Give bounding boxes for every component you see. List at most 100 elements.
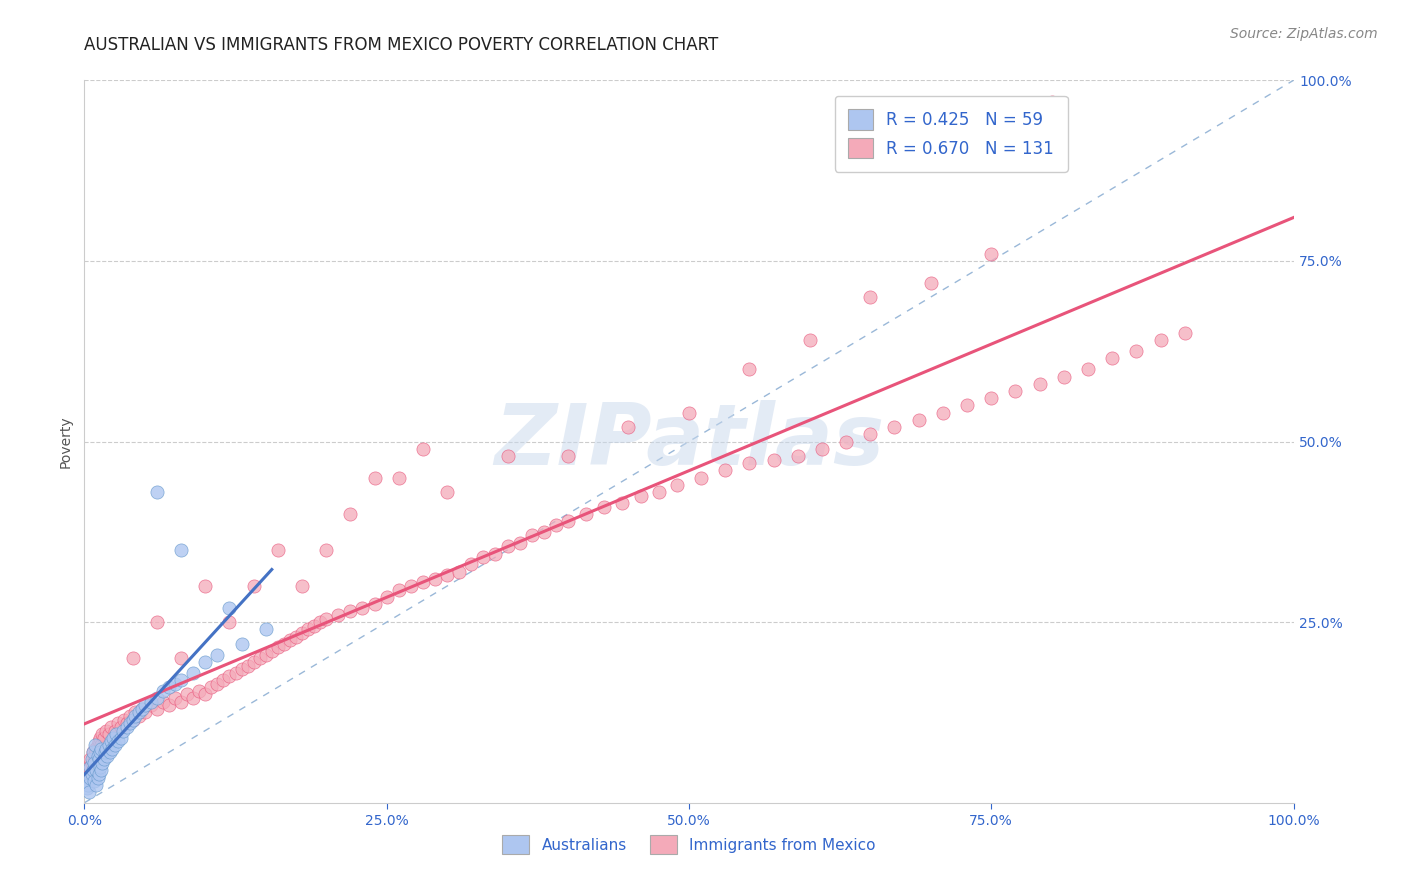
Point xyxy=(799,334,821,348)
Point xyxy=(80,752,103,766)
Point xyxy=(231,662,253,676)
Point xyxy=(218,600,240,615)
Point xyxy=(157,680,180,694)
Point xyxy=(1004,384,1026,398)
Point xyxy=(91,756,114,770)
Point xyxy=(1149,334,1171,348)
Point xyxy=(121,651,143,665)
Point xyxy=(77,760,100,774)
Point xyxy=(115,716,138,731)
Point xyxy=(76,771,98,785)
Point xyxy=(93,731,115,745)
Point xyxy=(84,738,107,752)
Point xyxy=(509,535,531,549)
Point xyxy=(496,449,519,463)
Point xyxy=(100,720,122,734)
Point xyxy=(80,767,103,781)
Point xyxy=(115,720,138,734)
Point xyxy=(1053,369,1076,384)
Point xyxy=(472,550,495,565)
Point xyxy=(339,507,361,521)
Point xyxy=(87,767,110,781)
Point xyxy=(249,651,271,665)
Point xyxy=(218,669,240,683)
Point xyxy=(84,741,107,756)
Point xyxy=(412,442,434,456)
Point xyxy=(83,774,105,789)
Point xyxy=(284,630,308,644)
Point xyxy=(96,748,118,763)
Point xyxy=(291,626,314,640)
Point xyxy=(218,615,240,630)
Point xyxy=(225,665,247,680)
Point xyxy=(352,600,374,615)
Point xyxy=(97,738,120,752)
Point xyxy=(75,774,97,789)
Point xyxy=(146,485,169,500)
Point xyxy=(104,727,127,741)
Point xyxy=(738,362,761,376)
Point xyxy=(520,528,543,542)
Point xyxy=(152,683,174,698)
Point xyxy=(100,734,122,748)
Point xyxy=(811,442,834,456)
Point xyxy=(90,741,112,756)
Point xyxy=(859,290,882,304)
Point xyxy=(200,680,222,694)
Point xyxy=(1125,344,1147,359)
Point xyxy=(83,748,105,763)
Point xyxy=(170,651,193,665)
Point xyxy=(1101,351,1123,366)
Text: ZIPatlas: ZIPatlas xyxy=(494,400,884,483)
Text: Source: ZipAtlas.com: Source: ZipAtlas.com xyxy=(1230,27,1378,41)
Point xyxy=(207,676,229,690)
Point xyxy=(76,781,98,796)
Point xyxy=(980,246,1002,260)
Point xyxy=(557,449,579,463)
Point xyxy=(120,716,142,731)
Point xyxy=(309,615,332,630)
Point xyxy=(139,695,162,709)
Point xyxy=(146,615,169,630)
Point xyxy=(165,676,187,690)
Point xyxy=(98,745,121,759)
Point xyxy=(920,276,942,290)
Point xyxy=(665,478,688,492)
Point xyxy=(77,785,100,799)
Point xyxy=(87,734,110,748)
Point xyxy=(612,496,634,510)
Point xyxy=(120,709,142,723)
Point xyxy=(170,542,193,557)
Point xyxy=(315,542,337,557)
Point xyxy=(152,695,174,709)
Point xyxy=(112,713,135,727)
Point xyxy=(363,470,385,484)
Point xyxy=(89,731,111,745)
Point xyxy=(1040,95,1063,109)
Point xyxy=(648,485,671,500)
Point xyxy=(188,683,211,698)
Point xyxy=(94,741,117,756)
Point xyxy=(278,633,301,648)
Point xyxy=(297,623,319,637)
Text: AUSTRALIAN VS IMMIGRANTS FROM MEXICO POVERTY CORRELATION CHART: AUSTRALIAN VS IMMIGRANTS FROM MEXICO POV… xyxy=(84,36,718,54)
Point xyxy=(544,517,567,532)
Point xyxy=(630,489,652,503)
Point xyxy=(82,764,104,778)
Point xyxy=(124,709,146,723)
Point xyxy=(134,698,156,713)
Point xyxy=(176,687,198,701)
Point xyxy=(79,771,101,785)
Point xyxy=(242,579,264,593)
Point xyxy=(762,452,785,467)
Point xyxy=(690,470,713,484)
Point xyxy=(557,514,579,528)
Point xyxy=(86,771,108,785)
Point xyxy=(231,637,253,651)
Point xyxy=(388,470,411,484)
Point xyxy=(86,745,108,759)
Point xyxy=(254,623,277,637)
Point xyxy=(181,691,204,706)
Point xyxy=(79,760,101,774)
Point xyxy=(86,738,108,752)
